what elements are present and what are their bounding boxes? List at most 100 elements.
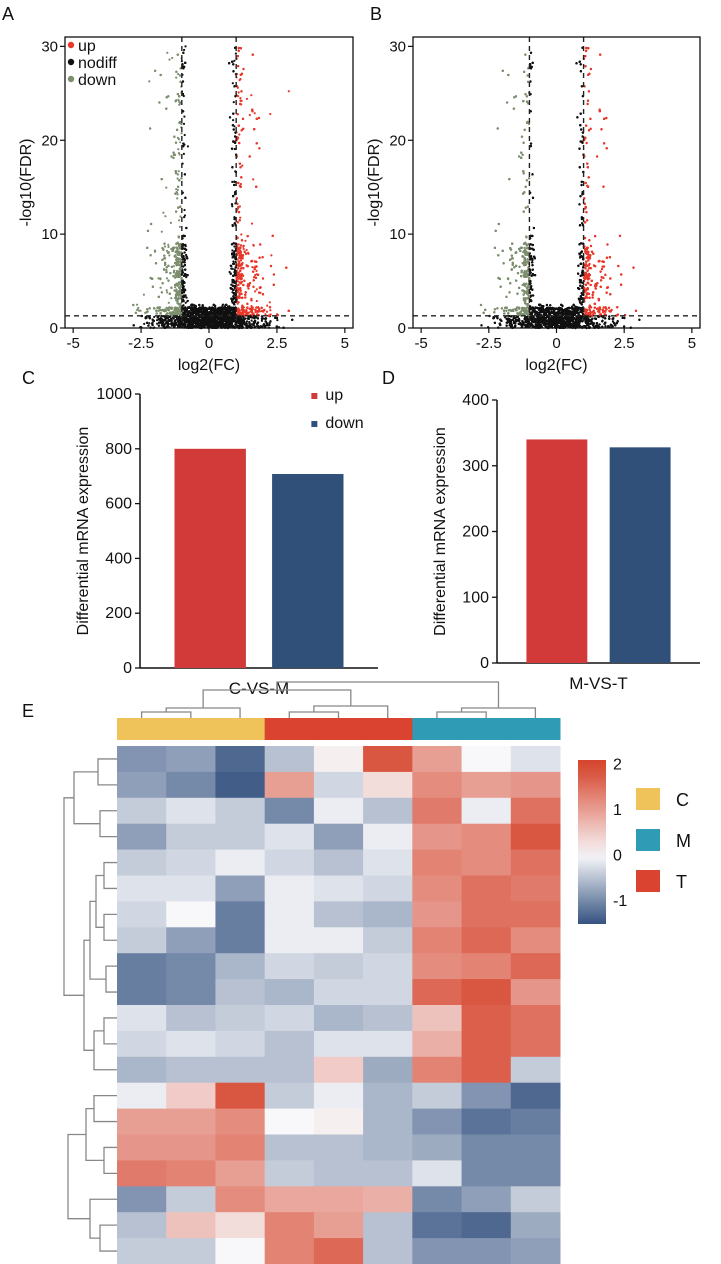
point-up [251, 266, 254, 269]
point-nodiff [231, 291, 234, 294]
point-down [177, 73, 180, 76]
point-down [136, 303, 139, 306]
point-down [176, 177, 179, 180]
point-nodiff [185, 253, 188, 257]
point-nodiff [182, 122, 186, 125]
point-up [250, 222, 254, 225]
point-down [172, 265, 175, 268]
volcano-plot-a: -5 -2.5 0 2.5 50102030log2(FC)-log10(FDR)upn… [18, 36, 354, 374]
point-up [252, 178, 255, 181]
point-nodiff [184, 45, 187, 48]
point-down [177, 294, 180, 297]
point-down [168, 254, 171, 257]
point-down [165, 277, 169, 280]
point-down [177, 170, 180, 173]
point-nodiff [186, 145, 189, 148]
point-nodiff [156, 319, 159, 322]
point-down [159, 286, 162, 289]
point-down [174, 276, 177, 279]
point-nodiff [156, 322, 159, 325]
point-nodiff [185, 276, 188, 279]
point-up [236, 302, 239, 305]
point-up [268, 301, 271, 304]
point-up [269, 309, 272, 312]
point-nodiff [268, 324, 271, 327]
point-nodiff [221, 304, 224, 307]
point-up [242, 247, 245, 251]
point-up [240, 244, 243, 247]
point-down [164, 215, 167, 218]
point-nodiff [250, 319, 253, 322]
point-down [165, 313, 168, 316]
point-up [252, 244, 255, 247]
point-nodiff [232, 260, 235, 263]
point-down [177, 138, 181, 141]
point-down [167, 245, 170, 249]
point-up [250, 94, 253, 97]
point-up [237, 243, 240, 246]
point-down [177, 148, 180, 151]
point-up [255, 288, 258, 291]
point-nodiff [184, 301, 187, 304]
point-up [237, 91, 240, 94]
point-down [165, 269, 168, 272]
point-down [167, 243, 170, 246]
point-down [175, 188, 178, 191]
point-nodiff [182, 152, 185, 155]
point-down [165, 271, 168, 274]
point-nodiff [262, 317, 265, 320]
point-nodiff [234, 52, 237, 55]
point-up [269, 112, 272, 116]
point-up [236, 258, 239, 261]
point-down [167, 301, 170, 304]
point-nodiff [183, 216, 186, 219]
point-up [254, 290, 257, 293]
point-down [166, 291, 169, 294]
point-down [160, 230, 163, 233]
point-nodiff [143, 322, 146, 325]
point-nodiff [232, 119, 235, 122]
point-down [169, 221, 172, 224]
point-up [254, 273, 257, 277]
point-down [138, 309, 141, 312]
point-down [168, 58, 171, 61]
point-down [176, 193, 179, 196]
point-down [171, 56, 174, 60]
scatter-points [132, 45, 294, 330]
point-nodiff [230, 283, 233, 286]
point-up [258, 310, 261, 313]
point-up [255, 299, 258, 303]
point-nodiff [183, 48, 186, 52]
point-nodiff [183, 251, 186, 254]
point-nodiff [185, 296, 188, 299]
point-up [245, 97, 248, 100]
point-up [239, 97, 242, 100]
point-nodiff [182, 94, 185, 98]
point-up [244, 239, 247, 242]
point-nodiff [172, 317, 175, 320]
point-down [142, 293, 145, 296]
point-nodiff [233, 59, 236, 62]
point-up [238, 133, 241, 136]
point-up [239, 182, 242, 186]
point-up [236, 113, 240, 116]
point-nodiff [148, 322, 151, 325]
point-nodiff [231, 249, 234, 252]
point-down [178, 225, 181, 228]
point-nodiff [182, 265, 185, 268]
point-up [245, 248, 248, 252]
point-down [162, 211, 165, 214]
point-down [177, 152, 180, 155]
point-up [239, 216, 242, 219]
point-down [157, 277, 160, 280]
point-up [241, 164, 244, 167]
point-up [253, 112, 256, 115]
point-up [287, 90, 290, 93]
point-down [175, 76, 178, 79]
point-nodiff [147, 324, 150, 327]
point-nodiff [230, 267, 233, 270]
point-nodiff [245, 320, 249, 323]
point-nodiff [276, 319, 279, 322]
point-up [270, 254, 273, 257]
